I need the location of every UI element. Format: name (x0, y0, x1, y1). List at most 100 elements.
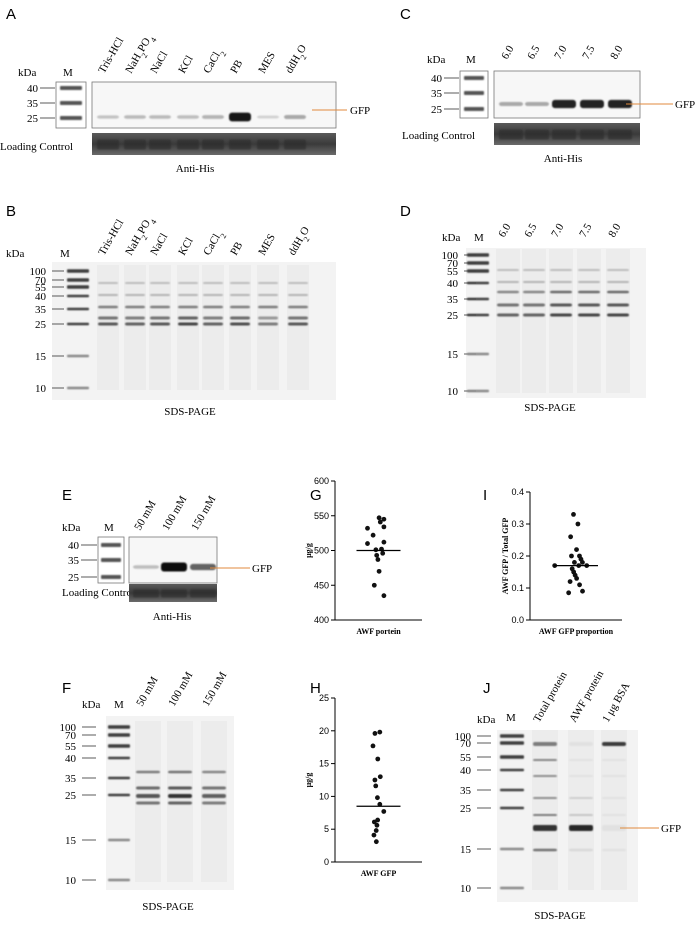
h-y-tick-label: 25 (319, 693, 329, 703)
c-mw-label: 35 (431, 88, 443, 100)
j-protein-band (533, 797, 557, 799)
h-data-point (375, 795, 380, 801)
e-lane-label: 100 mM (160, 494, 189, 533)
e-marker-label: M (104, 522, 114, 534)
f-marker-band (108, 793, 130, 797)
d-protein-band (607, 290, 629, 294)
a-gfp-band (97, 115, 119, 119)
a-blot-box (91, 81, 337, 129)
h-data-point (372, 731, 378, 736)
e-loading-band (190, 589, 216, 598)
panel-letter-h: H (310, 680, 321, 697)
f-mw-label: 70 (65, 730, 77, 742)
chart-g: 400 450 500 550 600 μg/g AWF portein (304, 476, 422, 636)
b-lane-label: Tris-HCl (96, 217, 126, 257)
d-protein-band (550, 303, 572, 307)
g-data-point (375, 557, 381, 562)
b-lane-smear (287, 265, 309, 390)
c-marker-band (464, 76, 484, 80)
e-gfp-band (190, 563, 216, 571)
b-mw-label: 35 (35, 304, 47, 316)
h-data-point (373, 783, 379, 789)
c-loading-control-label: Loading Control (402, 130, 475, 142)
b-protein-band (150, 294, 170, 296)
j-mw-label: 100 (455, 731, 472, 743)
a-gfp-band (284, 114, 306, 120)
j-protein-band (569, 814, 593, 816)
j-marker-band (500, 847, 524, 851)
a-loading-band (124, 139, 146, 150)
e-marker-band (101, 543, 121, 547)
d-protein-band (497, 281, 519, 283)
c-marker-band (464, 107, 484, 111)
d-lane-label: 7.0 (549, 221, 567, 239)
j-protein-band (602, 848, 626, 852)
e-gfp-label: GFP (252, 563, 272, 575)
h-data-point (381, 809, 387, 814)
j-mw-label: 70 (460, 738, 472, 750)
j-protein-band (602, 775, 626, 777)
j-marker-band (500, 734, 524, 738)
f-marker-band (108, 756, 130, 760)
b-protein-band (230, 322, 250, 326)
c-blot-box (493, 70, 641, 119)
i-y-tick-label: 0.4 (511, 487, 524, 497)
d-protein-band (497, 269, 519, 271)
c-gfp-band (552, 99, 576, 109)
d-protein-band (497, 313, 519, 317)
e-loading-band (133, 589, 159, 598)
h-y-tick-label: 0 (324, 857, 329, 867)
f-protein-band (168, 786, 192, 790)
j-lane-smear (568, 730, 594, 890)
i-y-tick-label: 0.0 (511, 615, 524, 625)
e-anti-his-label: Anti-His (153, 611, 192, 623)
b-mw-label: 10 (35, 383, 47, 395)
a-marker-band (60, 86, 82, 90)
d-mw-label: 15 (447, 349, 459, 361)
d-protein-band (550, 281, 572, 283)
b-protein-band (125, 305, 145, 309)
f-kda-label: kDa (82, 699, 100, 711)
a-gfp-band (229, 112, 251, 122)
e-mw-label: 35 (68, 555, 80, 567)
c-mw-label: 40 (431, 73, 443, 85)
f-mw-label: 10 (65, 875, 77, 887)
b-protein-band (288, 316, 308, 320)
h-data-point (370, 743, 376, 749)
c-lane-label: 6.0 (499, 43, 517, 61)
h-data-point (371, 819, 377, 825)
b-protein-band (258, 282, 278, 284)
d-protein-band (607, 313, 629, 317)
h-y-tick-label: 5 (324, 824, 329, 834)
h-data-point (373, 828, 379, 833)
d-mw-label: 35 (447, 294, 459, 306)
g-y-tick-label: 550 (314, 511, 329, 521)
j-protein-band (533, 759, 557, 761)
j-protein-band (569, 797, 593, 799)
g-data-point (376, 515, 382, 521)
j-marker-band (500, 741, 524, 745)
b-protein-band (98, 282, 118, 284)
a-gfp-band (202, 115, 224, 119)
j-mw-label: 40 (460, 765, 472, 777)
d-lane-label: 8.0 (606, 221, 624, 239)
c-loading-band (525, 129, 549, 140)
b-mw-label: 100 (30, 266, 47, 278)
b-lane-smear (97, 265, 119, 390)
j-mw-label: 15 (460, 844, 472, 856)
g-data-point (380, 550, 386, 556)
i-x-axis-label: AWF GFP proportion (539, 627, 614, 636)
g-data-point (365, 525, 370, 531)
b-lane-smear (229, 265, 251, 390)
j-marker-band (500, 768, 524, 772)
b-protein-band (150, 305, 170, 309)
b-protein-band (203, 316, 223, 320)
j-protein-band (602, 825, 626, 831)
b-mw-label: 40 (35, 291, 47, 303)
b-protein-band (203, 322, 223, 326)
i-data-point (567, 579, 573, 584)
g-y-tick-label: 500 (314, 546, 329, 556)
j-lane-label: 1 μg BSA (600, 681, 632, 725)
